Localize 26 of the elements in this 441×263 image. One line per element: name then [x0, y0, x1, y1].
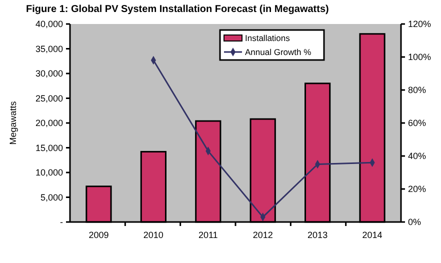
y2-tick-label: 40% — [408, 151, 426, 162]
y-tick-label: 35,000 — [35, 44, 63, 54]
y-tick-label: 5,000 — [40, 192, 63, 202]
x-tick-label: 2014 — [362, 230, 382, 240]
x-tick-label: 2013 — [308, 230, 328, 240]
legend-label: Annual Growth % — [245, 46, 312, 57]
y-tick-label: 40,000 — [35, 19, 63, 30]
legend-label: Installations — [245, 32, 290, 43]
y-tick-label: 20,000 — [35, 118, 63, 128]
y-tick-label: - — [60, 217, 63, 228]
y2-tick-label: 20% — [408, 184, 426, 194]
y-tick-label: 15,000 — [35, 142, 63, 153]
y2-tick-label: 120% — [408, 19, 432, 30]
x-tick-label: 2009 — [88, 230, 109, 240]
y-tick-label: 25,000 — [35, 93, 63, 104]
y2-tick-label: 100% — [408, 52, 432, 62]
y-tick-label: 10,000 — [35, 168, 63, 178]
x-tick-label: 2010 — [143, 230, 164, 240]
y2-tick-label: 60% — [408, 118, 426, 128]
y2-tick-label: 0% — [408, 217, 422, 228]
chart-title: Figure 1: Global PV System Installation Forecast (in Megawatts) — [26, 4, 329, 15]
x-tick-label: 2012 — [252, 230, 273, 240]
x-tick-label: 2011 — [198, 230, 218, 240]
y2-tick-label: 80% — [408, 85, 426, 96]
y-tick-label: 30,000 — [35, 68, 63, 79]
y-axis-title: Megawatts — [8, 100, 18, 145]
